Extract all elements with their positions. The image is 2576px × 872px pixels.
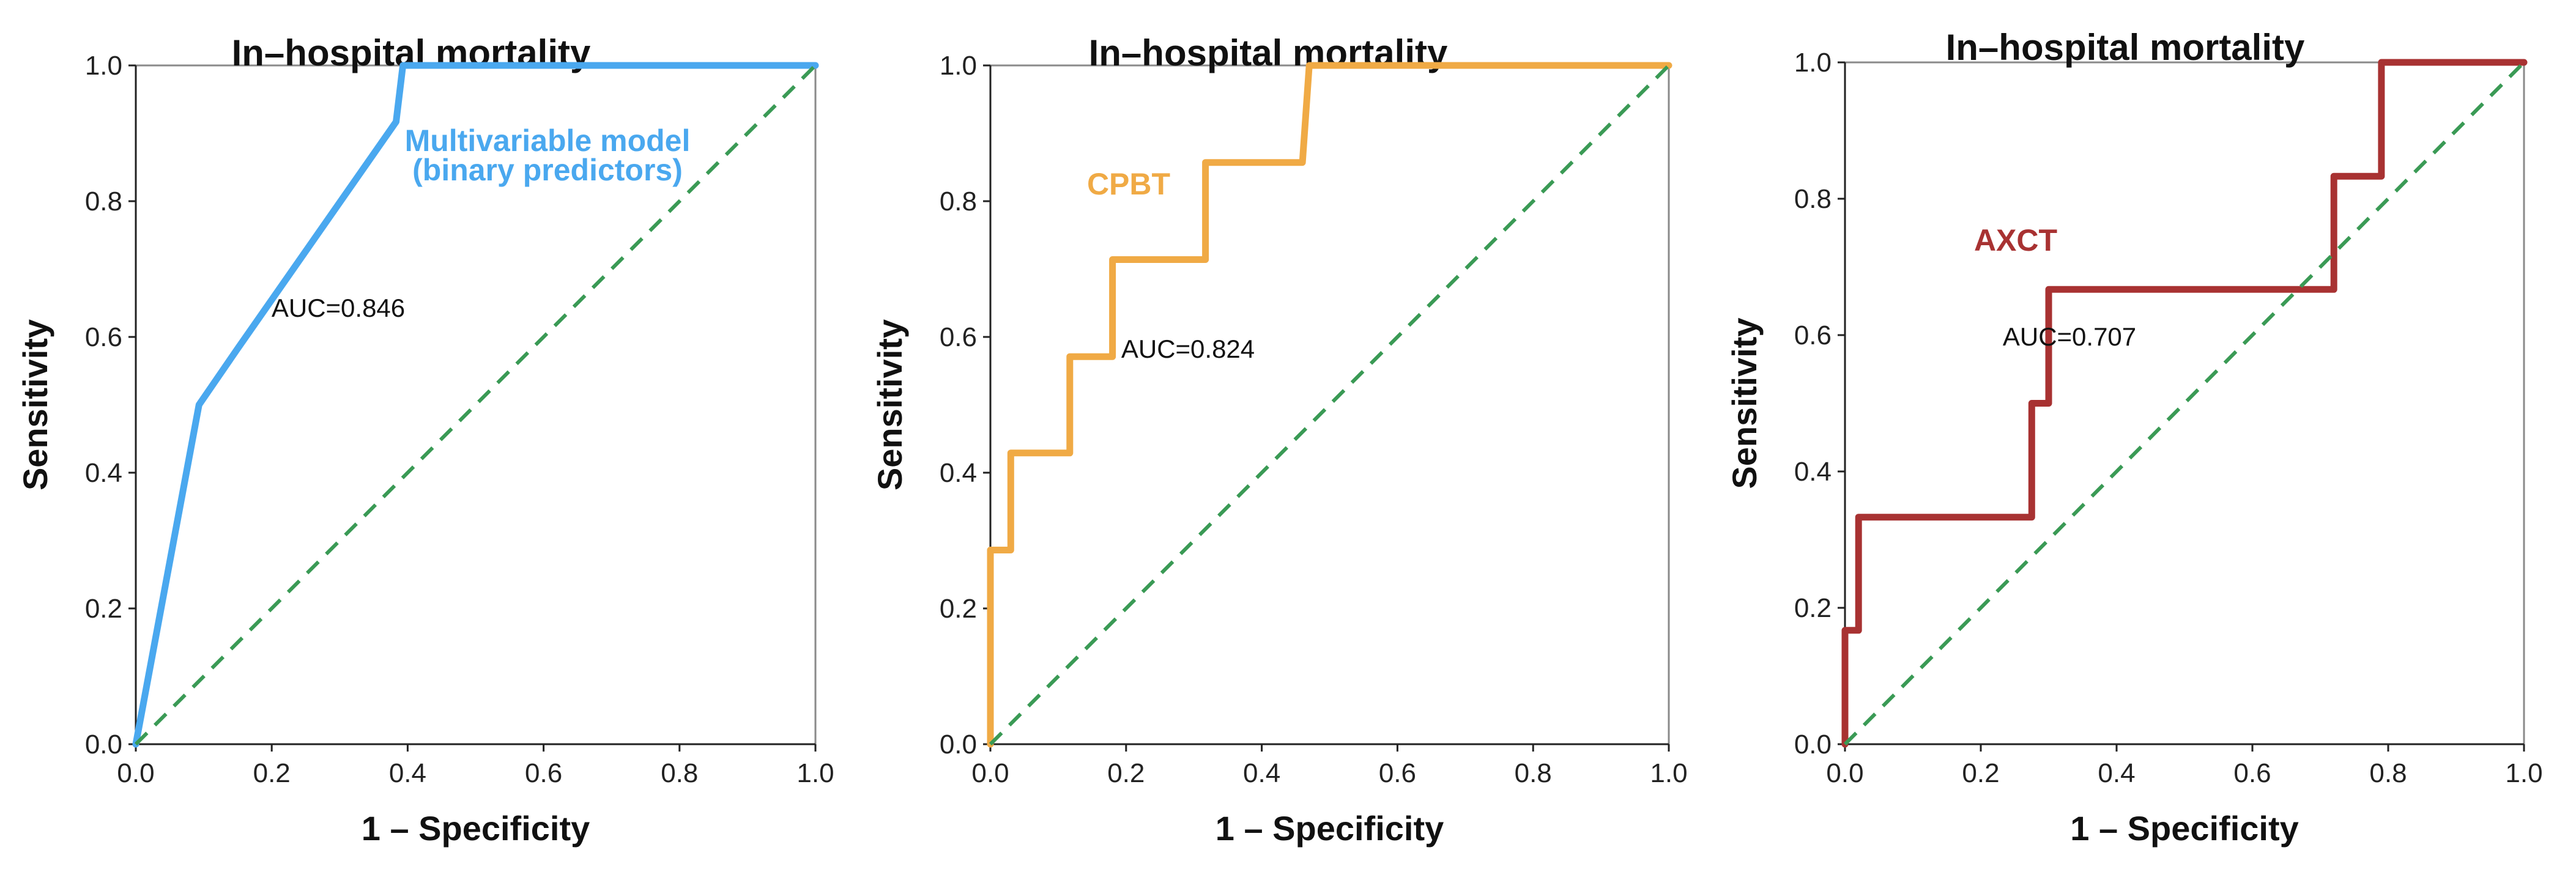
y-tick-label: 0.8 [85,187,122,216]
x-tick-label: 0.8 [1515,758,1552,788]
curve-label: (binary predictors) [412,153,683,187]
auc-annotation: AUC=0.824 [1121,334,1255,363]
y-tick-label: 0.4 [85,458,122,488]
y-tick-label: 0.4 [1794,457,1832,487]
x-tick-label: 0.8 [2369,758,2407,788]
y-tick-label: 0.8 [940,187,977,216]
x-tick-label: 0.2 [1107,758,1145,788]
y-tick-label: 0.8 [1794,184,1832,214]
y-tick-label: 0.0 [940,730,977,759]
x-axis-label: 1 – Specificity [362,809,590,848]
x-tick-label: 1.0 [796,758,834,788]
y-tick-label: 0.6 [85,322,122,352]
roc-panel-2: 0.00.20.40.60.81.00.0 0.2 0.4 0.6 0.8 1.0In–h… [870,32,1688,848]
x-tick-label: 0.6 [1379,758,1416,788]
x-axis-label: 1 – Specificity [2070,809,2299,848]
curve-label: CPBT [1087,167,1170,201]
auc-annotation: AUC=0.707 [2003,322,2136,351]
y-tick-label: 1.0 [940,51,977,81]
chart-title: In–hospital mortality [1946,27,2305,68]
y-tick-label: 1.0 [85,51,122,81]
roc-curve [987,62,1672,748]
curve-label: AXCT [1974,223,2057,257]
curve-label: Multivariable model [405,124,691,158]
reference-diagonal-line [1843,61,2526,746]
x-tick-label: 0.6 [525,758,562,788]
roc-curve [132,62,819,748]
x-tick-label: 0.4 [2098,758,2135,788]
roc-panel-1: 0.00.20.40.60.81.00.0 0.2 0.4 0.6 0.8 1.0In–h… [16,32,834,848]
y-tick-label: 0.4 [940,458,977,488]
y-tick-label: 0.6 [940,322,977,352]
y-tick-label: 0.2 [85,594,122,624]
y-tick-label: 0.0 [1794,730,1832,759]
x-tick-label: 1.0 [2505,758,2542,788]
x-tick-label: 0.2 [253,758,291,788]
x-tick-label: 0.0 [971,758,1009,788]
y-axis-label: Sensitivity [16,319,54,490]
y-axis-label: Sensitivity [870,319,909,490]
auc-annotation: AUC=0.846 [272,294,405,322]
y-tick-label: 0.2 [1794,593,1832,623]
y-tick-label: 0.2 [940,594,977,624]
y-tick-label: 1.0 [1794,48,1832,78]
x-tick-label: 0.0 [117,758,154,788]
x-tick-label: 1.0 [1650,758,1687,788]
x-tick-label: 0.8 [661,758,698,788]
y-tick-label: 0.6 [1794,320,1832,350]
y-tick-label: 0.0 [85,730,122,759]
y-axis-label: Sensitivity [1725,317,1764,489]
x-tick-label: 0.4 [389,758,426,788]
x-tick-label: 0.0 [1826,758,1863,788]
x-tick-label: 0.2 [1962,758,1999,788]
x-tick-label: 0.6 [2233,758,2271,788]
roc-panel-3: 0.0 0.2 0.4 0.6 0.8 1.0 0.0 0.2 0.4 0.6 0.8 1.0 In–h… [1725,27,2543,848]
x-axis-label: 1 – Specificity [1216,809,1444,848]
roc-curve [1841,59,2528,748]
x-tick-label: 0.4 [1243,758,1280,788]
